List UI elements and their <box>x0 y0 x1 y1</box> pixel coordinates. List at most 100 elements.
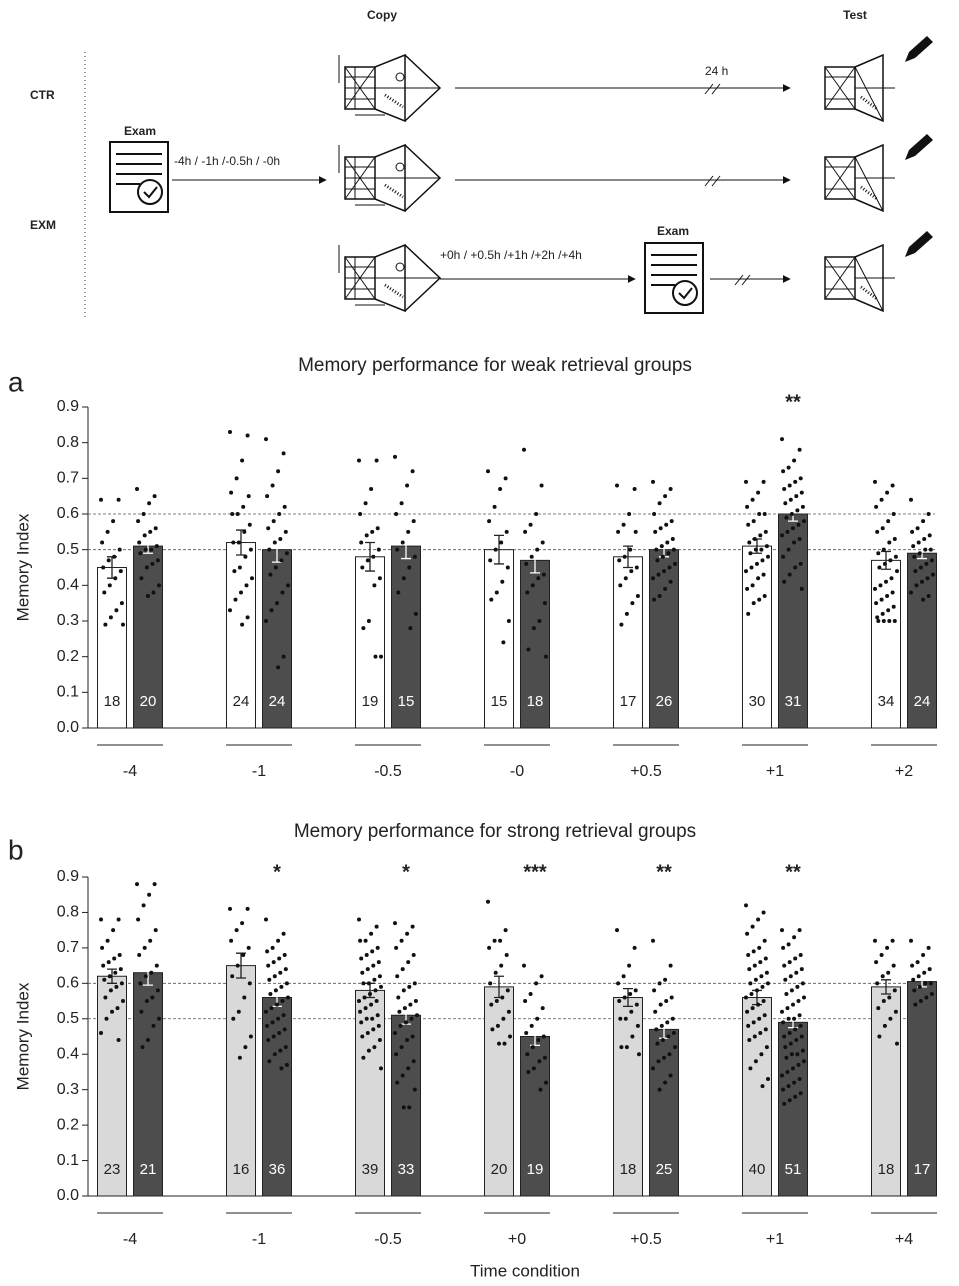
data-point <box>794 1038 799 1043</box>
data-point <box>878 583 883 588</box>
data-point <box>651 576 655 581</box>
data-point <box>873 938 877 943</box>
data-point <box>619 1045 624 1050</box>
data-point <box>757 945 762 950</box>
y-tick-label: 0.2 <box>57 1116 79 1133</box>
data-point <box>786 1084 791 1089</box>
data-point <box>151 590 156 595</box>
data-point <box>655 1041 660 1046</box>
data-point <box>797 536 802 541</box>
data-point <box>654 1027 659 1032</box>
data-point <box>660 554 665 559</box>
data-point <box>748 1066 753 1071</box>
time-label: +0h / +0.5h /+1h /+2h /+4h <box>440 248 582 262</box>
data-point <box>787 1098 792 1103</box>
data-point <box>619 622 624 627</box>
data-point <box>781 554 786 559</box>
data-point <box>784 515 789 520</box>
data-point <box>407 984 412 989</box>
data-point <box>756 576 761 581</box>
data-point <box>540 540 545 545</box>
data-point <box>157 583 161 588</box>
data-point <box>100 945 105 950</box>
data-point <box>267 977 272 982</box>
data-point <box>375 1013 380 1018</box>
data-point <box>104 1016 109 1021</box>
y-tick-label: 0.4 <box>57 1045 79 1062</box>
data-point <box>623 1016 628 1021</box>
data-point <box>272 974 277 979</box>
data-point <box>111 928 116 933</box>
data-point <box>917 984 922 989</box>
data-point <box>798 1023 803 1028</box>
data-point <box>634 565 639 570</box>
data-point <box>797 1013 802 1018</box>
data-point <box>535 1016 540 1021</box>
data-point <box>489 1002 494 1007</box>
data-point <box>277 512 282 516</box>
data-point <box>111 519 116 524</box>
data-point <box>357 458 361 463</box>
data-point <box>629 569 634 574</box>
x-tick-label: -1 <box>252 1231 266 1248</box>
data-point <box>744 569 748 574</box>
data-point <box>797 1077 802 1082</box>
data-point <box>492 504 497 509</box>
data-point <box>529 1023 534 1028</box>
data-point <box>374 458 379 463</box>
data-point <box>136 917 141 922</box>
data-point <box>911 977 916 982</box>
data-point <box>876 619 881 623</box>
data-point <box>408 1002 413 1007</box>
data-point <box>541 1034 546 1039</box>
header: Test <box>843 8 867 22</box>
x-tick-label: +4 <box>895 1231 913 1248</box>
data-point <box>784 1055 789 1060</box>
data-point <box>892 988 897 993</box>
data-point <box>751 519 756 524</box>
data-point <box>746 952 751 957</box>
break <box>704 175 721 187</box>
data-point <box>281 931 286 936</box>
data-point <box>369 1002 374 1007</box>
data-point <box>359 956 364 961</box>
data-point <box>358 938 363 943</box>
data-point <box>921 519 926 524</box>
data-point <box>797 928 802 933</box>
data-point <box>413 999 418 1004</box>
data-point <box>873 479 877 484</box>
data-point <box>228 608 232 613</box>
data-point <box>284 551 289 556</box>
data-point <box>99 1030 103 1035</box>
data-point <box>146 594 150 599</box>
data-point <box>781 945 786 950</box>
data-point <box>234 476 239 481</box>
significance: * <box>273 861 281 883</box>
data-point <box>283 967 288 972</box>
data-point <box>371 1027 376 1032</box>
pencil <box>905 134 933 160</box>
bar <box>484 549 514 729</box>
data-point <box>283 529 288 534</box>
data-point <box>153 526 158 531</box>
data-point <box>232 569 237 574</box>
data-point <box>379 984 383 989</box>
data-point <box>787 1030 792 1035</box>
error-bar <box>143 538 153 554</box>
data-point <box>766 981 770 986</box>
data-point <box>142 945 147 950</box>
data-point <box>278 1048 283 1053</box>
x-tick-label: +1 <box>766 763 784 780</box>
data-point <box>617 558 622 563</box>
data-point <box>244 583 249 588</box>
y-tick-label: 0.9 <box>57 868 79 885</box>
data-point <box>495 1023 500 1028</box>
data-point <box>407 565 412 570</box>
data-point <box>757 1016 762 1021</box>
data-point <box>360 565 365 570</box>
data-point <box>362 995 367 1000</box>
data-point <box>155 558 160 563</box>
data-point <box>154 544 159 549</box>
data-point <box>246 494 251 499</box>
